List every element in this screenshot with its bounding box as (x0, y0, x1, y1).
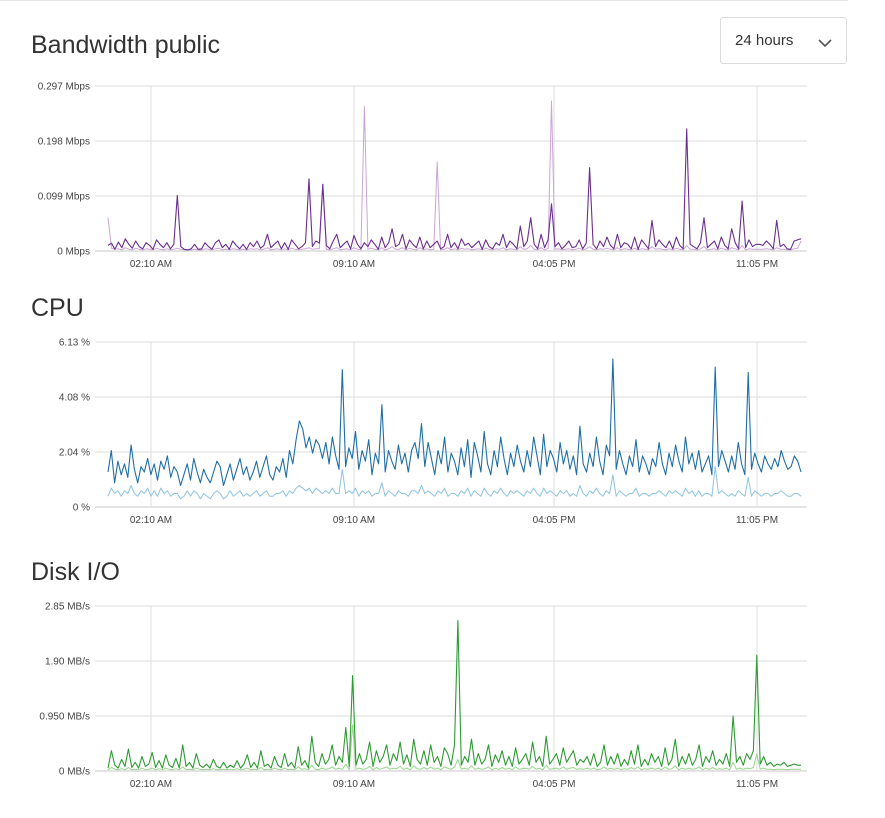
bandwidth-y-tick-label: 0.099 Mbps (38, 192, 90, 203)
disk-io-series-secondary-line (107, 724, 801, 771)
disk-io-chart: 0 MB/s 0.950 MB/s 1.90 MB/s 2.85 MB/s 02:10 … (39, 602, 807, 790)
disk-io-x-tick-label: 11:05 PM (736, 779, 778, 790)
cpu-x-tick-label: 04:05 PM (533, 515, 576, 526)
bandwidth-y-tick-label: 0.198 Mbps (38, 137, 90, 148)
bandwidth-series-secondary-line (107, 100, 802, 251)
cpu-series-secondary-line (107, 466, 802, 500)
bandwidth-series-primary-line (107, 128, 802, 251)
bandwidth-chart: 0 Mbps 0.099 Mbps 0.198 Mbps 0.297 Mbps 02:1… (38, 82, 807, 270)
chevron-down-icon (818, 35, 832, 53)
disk-io-y-tick-label: 1.90 MB/s (45, 657, 90, 668)
bandwidth-x-tick-label: 04:05 PM (533, 259, 576, 270)
time-range-dropdown[interactable]: 24 hours (720, 17, 847, 64)
top-divider (0, 0, 848, 1)
cpu-series-primary-line (107, 358, 802, 487)
disk-io-y-tick-label: 0 MB/s (59, 767, 90, 778)
disk-io-y-tick-label: 2.85 MB/s (45, 602, 90, 613)
cpu-x-tick-label: 02:10 AM (130, 515, 172, 526)
cpu-y-tick-label: 2.04 % (59, 448, 90, 459)
cpu-title: CPU (31, 294, 84, 322)
bandwidth-x-tick-label: 09:10 AM (333, 259, 375, 270)
bandwidth-y-tick-label: 0.297 Mbps (38, 82, 90, 93)
time-range-value: 24 hours (735, 32, 794, 49)
bandwidth-title: Bandwidth public (31, 31, 221, 59)
cpu-y-tick-label: 0 % (73, 503, 90, 514)
disk-io-x-tick-label: 02:10 AM (130, 779, 172, 790)
bandwidth-x-tick-label: 11:05 PM (736, 259, 778, 270)
cpu-y-tick-label: 6.13 % (59, 338, 90, 349)
disk-io-y-tick-label: 0.950 MB/s (39, 712, 90, 723)
cpu-x-tick-label: 09:10 AM (333, 515, 375, 526)
bandwidth-x-tick-label: 02:10 AM (130, 259, 172, 270)
bandwidth-y-tick-label: 0 Mbps (57, 247, 90, 258)
cpu-x-tick-label: 11:05 PM (736, 515, 778, 526)
cpu-y-tick-label: 4.08 % (59, 393, 90, 404)
disk-io-x-tick-label: 09:10 AM (333, 779, 375, 790)
disk-io-series-primary-line (107, 619, 801, 769)
disk-io-x-tick-label: 04:05 PM (533, 779, 576, 790)
cpu-chart: 0 % 2.04 % 4.08 % 6.13 % 02:10 AM 09:10 AM 04:… (59, 338, 807, 526)
disk-io-title: Disk I/O (31, 558, 120, 586)
